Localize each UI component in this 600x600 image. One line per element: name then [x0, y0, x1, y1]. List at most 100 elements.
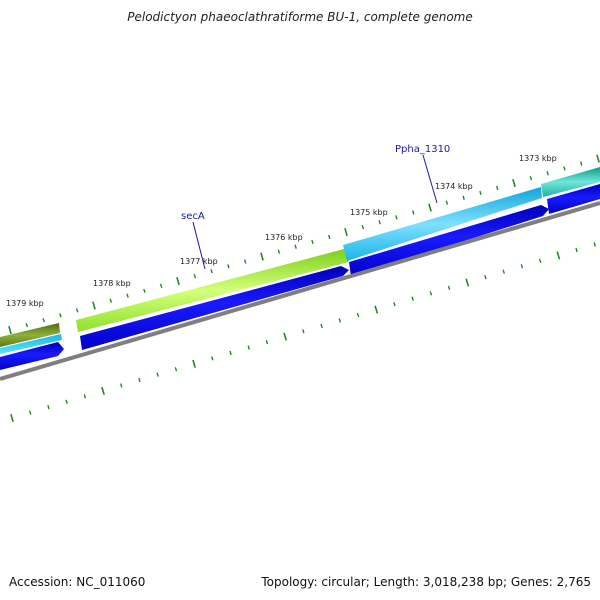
- outer-ring-tick: [563, 166, 566, 171]
- inner-ring-tick: [65, 399, 68, 404]
- outer-ring-tick: [126, 293, 129, 298]
- inner-ring-tick: [593, 242, 596, 247]
- ppha1310-pointer: [422, 154, 438, 204]
- inner-ring-tick: [411, 296, 414, 301]
- outer-ring-tick: [546, 171, 549, 176]
- outer-ring-tick: [344, 227, 348, 237]
- seca-pointer: [192, 221, 206, 270]
- outer-ring-tick: [277, 249, 281, 254]
- outer-ring-tick: [92, 301, 96, 310]
- inner-ring-tick: [538, 258, 542, 263]
- outer-ring-tick: [260, 252, 264, 261]
- outer-ring-tick: [395, 215, 398, 220]
- kbp-label-1377: 1377 kbp: [180, 257, 218, 266]
- kbp-label-1378: 1378 kbp: [93, 279, 131, 288]
- outer-ring-tick: [8, 325, 12, 335]
- inner-ring-tick: [229, 350, 232, 356]
- kbp-label-1376: 1376 kbp: [265, 233, 303, 242]
- outer-ring-tick: [176, 276, 180, 286]
- outer-ring-tick: [328, 234, 331, 240]
- outer-ring-tick: [193, 273, 197, 279]
- feature-cyan-left[interactable]: [0, 334, 62, 354]
- outer-ring-tick: [59, 313, 62, 318]
- inner-ring-tick: [429, 291, 433, 296]
- inner-ring-tick: [283, 332, 288, 341]
- gene-label-ppha1310[interactable]: Ppha_1310: [395, 144, 450, 155]
- inner-ring-tick: [192, 359, 196, 368]
- feature-olive[interactable]: [0, 323, 60, 347]
- outer-ring-tick: [496, 185, 499, 191]
- inner-ring-tick: [502, 269, 505, 274]
- feature-teal[interactable]: [541, 167, 600, 197]
- outer-ring-tick: [109, 298, 113, 303]
- map-title: Pelodictyon phaeoclathratiforme BU-1, co…: [127, 10, 473, 24]
- outer-ring-tick: [75, 308, 79, 313]
- outer-ring-tick: [243, 259, 247, 264]
- inner-ring-tick: [10, 413, 14, 423]
- inner-ring-tick: [320, 323, 323, 329]
- cds-ppha1310[interactable]: [349, 205, 549, 277]
- kbp-label-1373: 1373 kbp: [519, 154, 557, 163]
- inner-ring-tick: [356, 312, 360, 318]
- kbp-label-1375: 1375 kbp: [350, 208, 388, 217]
- outer-ring-tick: [462, 195, 465, 200]
- outer-ring-tick: [25, 322, 29, 328]
- outer-ring-tick: [210, 269, 213, 274]
- genome-summary: Topology: circular; Length: 3,018,238 bp…: [261, 575, 591, 589]
- outer-ring-tick: [311, 239, 314, 244]
- outer-ring-tick: [361, 225, 365, 230]
- cds-seca[interactable]: [80, 266, 349, 350]
- cds-right[interactable]: [547, 184, 600, 214]
- inner-ring-tick: [156, 372, 159, 377]
- outer-ring-tick: [378, 220, 381, 225]
- kbp-label-1374: 1374 kbp: [435, 182, 473, 191]
- outer-ring-tick: [143, 288, 146, 293]
- kbp-label-1379: 1379 kbp: [6, 299, 44, 308]
- feature-seca-cog[interactable]: [76, 249, 349, 332]
- inner-ring-tick: [447, 285, 451, 290]
- inner-ring-tick: [47, 405, 50, 410]
- outer-ring-tick: [412, 210, 415, 215]
- inner-ring-tick: [575, 247, 578, 253]
- outer-ring-tick: [596, 154, 600, 163]
- inner-ring-tick: [101, 386, 105, 395]
- outer-ring-tick: [428, 203, 432, 212]
- inner-ring-tick: [265, 340, 269, 345]
- accession-info: Accession: NC_011060: [9, 575, 146, 589]
- inner-ring-tick: [120, 383, 123, 388]
- outer-tick-ring: [8, 154, 600, 335]
- inner-ring-tick: [211, 356, 214, 361]
- outer-ring-tick: [294, 244, 297, 249]
- inner-ring-tick: [338, 318, 342, 323]
- outer-ring-tick: [227, 264, 230, 269]
- inner-ring-tick: [302, 329, 305, 334]
- inner-ring-tick: [393, 302, 396, 307]
- feature-ppha1310-cog[interactable]: [343, 187, 542, 261]
- inner-ring-tick: [556, 251, 561, 260]
- cog-feature-track: [0, 167, 600, 354]
- outer-ring-tick: [580, 161, 583, 166]
- outer-ring-tick: [42, 318, 45, 323]
- outer-ring-tick: [159, 283, 163, 289]
- inner-ring-tick: [174, 367, 178, 372]
- outer-ring-tick: [529, 176, 533, 181]
- inner-ring-tick: [520, 264, 524, 269]
- inner-ring-tick: [138, 377, 141, 383]
- ruler-labels: 1373 kbp 1374 kbp 1375 kbp 1376 kbp 1377…: [6, 154, 557, 308]
- gene-labels: secA Ppha_1310: [181, 144, 450, 270]
- inner-ring-tick: [465, 278, 470, 287]
- cds-track: [0, 184, 600, 370]
- inner-ring-tick: [484, 275, 487, 280]
- gene-label-seca[interactable]: secA: [181, 211, 205, 222]
- inner-ring-tick: [247, 345, 250, 350]
- inner-tick-ring: [10, 242, 596, 423]
- outer-ring-tick: [479, 190, 482, 195]
- inner-ring-tick: [83, 394, 87, 399]
- inner-ring-tick: [28, 410, 32, 415]
- cds-left[interactable]: [0, 342, 64, 370]
- inner-ring-tick: [374, 305, 379, 314]
- outer-ring-tick: [445, 200, 449, 205]
- genome-backbone: [0, 201, 600, 381]
